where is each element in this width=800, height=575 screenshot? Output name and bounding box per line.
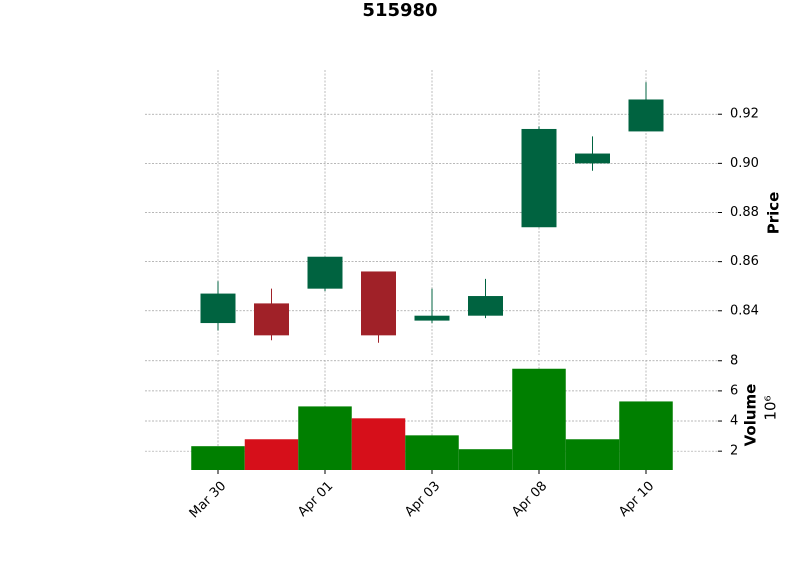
y2-axis-label: Volume — [742, 384, 760, 447]
x-tick-label: Mar 30 — [187, 479, 230, 522]
candle-body — [361, 271, 396, 336]
volume-bar — [244, 439, 299, 470]
volume-bar — [512, 368, 566, 470]
y-tick-label: 0.86 — [730, 254, 759, 269]
candle-body — [200, 293, 236, 324]
volume-bar — [458, 449, 513, 470]
y-tick-label: 2 — [730, 444, 738, 459]
y-tick-label: 8 — [730, 353, 738, 368]
candle-body — [307, 256, 343, 289]
candle-body — [575, 153, 610, 164]
volume-bar — [565, 439, 620, 470]
volume-bar — [191, 446, 245, 470]
volume-bar — [619, 401, 673, 470]
y-tick-label: 0.92 — [730, 107, 759, 122]
volume-bar — [405, 435, 459, 470]
y-tick-label: 6 — [730, 383, 738, 398]
y-tick-label: 0.84 — [730, 303, 759, 318]
chart-title: 515980 — [362, 0, 437, 21]
volume-bar — [351, 418, 406, 470]
candle-body — [468, 296, 503, 316]
y-tick-label: 0.88 — [730, 205, 759, 220]
y-axis-label: Price — [765, 192, 783, 235]
candle-body — [414, 315, 450, 321]
y2-multiplier: 10⁶ — [762, 395, 780, 420]
candle-body — [521, 128, 557, 228]
candle-body — [254, 303, 289, 336]
volume-bar — [298, 406, 352, 470]
x-tick-label: Apr 03 — [402, 479, 443, 520]
x-tick-label: Apr 08 — [509, 479, 550, 520]
y-tick-label: 0.90 — [730, 156, 759, 171]
x-tick-label: Apr 01 — [295, 479, 336, 520]
y-tick-label: 4 — [730, 414, 738, 429]
candle-body — [628, 99, 664, 132]
x-tick-label: Apr 10 — [616, 479, 657, 520]
